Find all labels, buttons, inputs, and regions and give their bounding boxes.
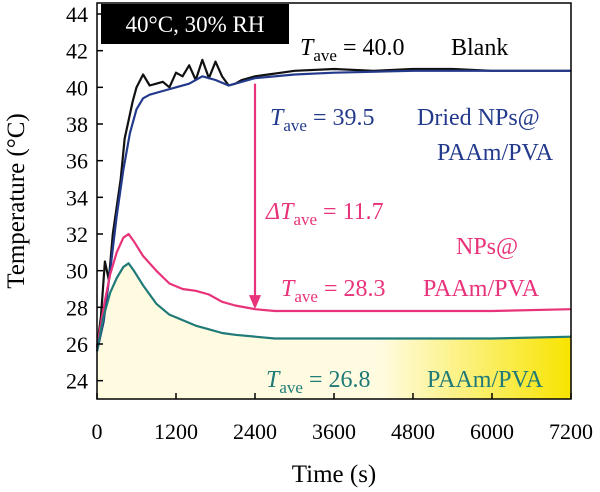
x-tick-label: 0 — [92, 419, 103, 444]
series-line-blank — [95, 58, 571, 348]
x-tick-label: 4800 — [391, 419, 435, 444]
condition-title: 40°C, 30% RH — [126, 12, 265, 37]
x-tick-label: 1200 — [154, 419, 198, 444]
blank-label: Blank — [451, 35, 508, 61]
nps-label-line1: NPs@ — [456, 234, 518, 260]
x-tick-label: 2400 — [233, 419, 277, 444]
paam-pva-area — [97, 263, 571, 399]
y-tick-label: 28 — [66, 295, 88, 320]
series-line-nps-paam-pva — [95, 232, 572, 348]
x-tick-label: 6000 — [470, 419, 514, 444]
dried-label-line2: PAAm/PVA — [437, 140, 554, 166]
y-axis-label: Temperature (°C) — [3, 113, 30, 289]
dried-annotation: Tave = 39.5 — [270, 105, 375, 135]
paam-annotation: Tave = 26.8 — [266, 367, 371, 397]
delta-arrow-head — [249, 295, 261, 310]
x-tick-label: 3600 — [312, 419, 356, 444]
series-line-paam-pva — [95, 262, 572, 352]
y-tick-label: 32 — [66, 222, 88, 247]
tick-layer: 0 1200 2400 3600 4800 6000 7200 24 26 28 30 32 34 36 3… — [66, 2, 593, 444]
y-tick-label: 34 — [66, 185, 88, 210]
y-tick-label: 44 — [66, 2, 88, 27]
nps-label-line2: PAAm/PVA — [423, 276, 540, 302]
y-tick-label: 38 — [66, 112, 88, 137]
blank-annotation: Tave = 40.0 — [300, 35, 405, 65]
y-tick-label: 30 — [66, 259, 88, 284]
y-tick-label: 36 — [66, 149, 88, 174]
y-tick-label: 42 — [66, 39, 88, 64]
condition-badge: 40°C, 30% RH — [101, 4, 289, 44]
x-tick-label: 7200 — [549, 419, 593, 444]
series-line-dried-nps-paam-pva — [95, 69, 571, 352]
series-layer — [95, 58, 572, 352]
delta-arrow — [249, 83, 261, 310]
y-tick-label: 40 — [66, 75, 88, 100]
nps-annotation: Tave = 28.3 — [281, 276, 386, 306]
delta-annotation: ΔTave = 11.7 — [265, 199, 384, 229]
dried-label-line1: Dried NPs@ — [417, 105, 540, 131]
y-tick-label: 24 — [66, 369, 88, 394]
paam-label: PAAm/PVA — [427, 367, 544, 393]
x-axis-label: Time (s) — [292, 461, 377, 488]
y-tick-label: 26 — [66, 332, 88, 357]
